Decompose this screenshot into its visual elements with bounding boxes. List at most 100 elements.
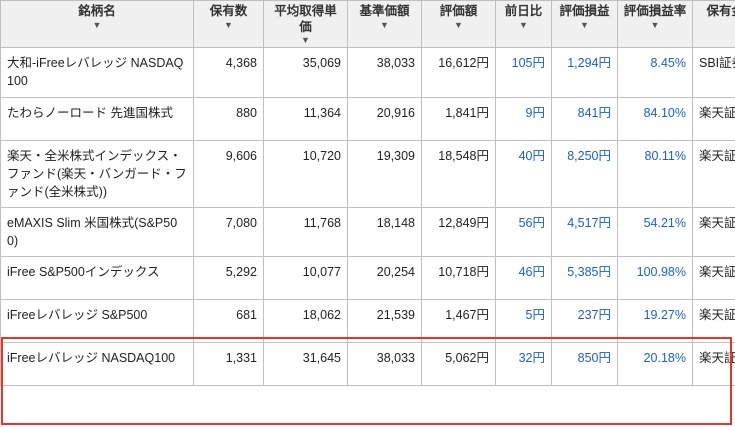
table-row: iFree S&P500インデックス 5,292 10,077 20,254 1…	[0, 256, 735, 301]
cell-institution: 楽天証券	[692, 299, 735, 344]
column-header-name[interactable]: 銘柄名 ▼	[0, 0, 194, 49]
cell-valuation: 1,467円	[421, 299, 496, 344]
cell-pl: 237円	[551, 299, 618, 344]
cell-day-change: 9円	[495, 96, 552, 141]
cell-institution: 楽天証券	[692, 96, 735, 141]
column-header-valuation-label: 評価額	[439, 4, 478, 18]
cell-name[interactable]: 楽天・全米株式インデックス・ファンド(楽天・バンガード・ファンド(全米株式))	[0, 139, 194, 208]
table-row: たわらノーロード 先進国株式 880 11,364 20,916 1,841円 …	[0, 96, 735, 141]
cell-base-price: 20,916	[347, 96, 422, 141]
cell-pl: 841円	[551, 96, 618, 141]
cell-name[interactable]: eMAXIS Slim 米国株式(S&P500)	[0, 206, 194, 258]
cell-institution: 楽天証券	[692, 206, 735, 258]
column-header-pl-rate-label: 評価損益率	[623, 4, 687, 18]
cell-day-change: 56円	[495, 206, 552, 258]
cell-name[interactable]: たわらノーロード 先進国株式	[0, 96, 194, 141]
cell-avg-price: 11,364	[263, 96, 348, 141]
column-header-avg-price[interactable]: 平均取得単価 ▼	[263, 0, 348, 49]
cell-pl: 5,385円	[551, 256, 618, 301]
column-header-name-label: 銘柄名	[78, 4, 116, 18]
cell-day-change: 32円	[495, 342, 552, 387]
cell-valuation: 5,062円	[421, 342, 496, 387]
sort-descending-icon[interactable]: ▼	[224, 19, 233, 30]
sort-descending-icon[interactable]: ▼	[380, 19, 389, 30]
cell-avg-price: 11,768	[263, 206, 348, 258]
cell-name[interactable]: iFree S&P500インデックス	[0, 256, 194, 301]
cell-shares: 880	[193, 96, 264, 141]
cell-pl: 4,517円	[551, 206, 618, 258]
cell-pl-rate: 80.11%	[617, 139, 693, 208]
sort-descending-icon[interactable]: ▼	[519, 19, 528, 30]
cell-pl-rate: 8.45%	[617, 47, 693, 98]
cell-pl-rate: 84.10%	[617, 96, 693, 141]
cell-base-price: 20,254	[347, 256, 422, 301]
table-row: eMAXIS Slim 米国株式(S&P500) 7,080 11,768 18…	[0, 206, 735, 258]
cell-name[interactable]: iFreeレバレッジ S&P500	[0, 299, 194, 344]
sort-descending-icon[interactable]: ▼	[454, 19, 463, 30]
cell-pl: 850円	[551, 342, 618, 387]
cell-valuation: 16,612円	[421, 47, 496, 98]
table-row: iFreeレバレッジ NASDAQ100 1,331 31,645 38,033…	[0, 342, 735, 387]
column-header-institution[interactable]: 保有金融機関 ▼	[692, 0, 735, 49]
cell-valuation: 12,849円	[421, 206, 496, 258]
cell-shares: 1,331	[193, 342, 264, 387]
cell-pl: 8,250円	[551, 139, 618, 208]
cell-base-price: 38,033	[347, 342, 422, 387]
cell-valuation: 18,548円	[421, 139, 496, 208]
cell-shares: 9,606	[193, 139, 264, 208]
cell-pl: 1,294円	[551, 47, 618, 98]
cell-institution: 楽天証券	[692, 139, 735, 208]
cell-base-price: 21,539	[347, 299, 422, 344]
cell-base-price: 19,309	[347, 139, 422, 208]
sort-descending-icon[interactable]: ▼	[650, 19, 660, 30]
cell-day-change: 40円	[495, 139, 552, 208]
cell-avg-price: 35,069	[263, 47, 348, 98]
column-header-pl-label: 評価損益	[559, 4, 610, 18]
cell-day-change: 46円	[495, 256, 552, 301]
cell-name[interactable]: 大和-iFreeレバレッジ NASDAQ100	[0, 47, 194, 98]
sort-descending-icon[interactable]: ▼	[580, 19, 589, 30]
holdings-table: 銘柄名 ▼ 保有数 ▼ 平均取得単価 ▼ 基準価額 ▼ 評価額 ▼	[0, 0, 735, 387]
cell-valuation: 10,718円	[421, 256, 496, 301]
column-header-pl-rate[interactable]: 評価損益率 ▼	[617, 0, 693, 49]
cell-shares: 7,080	[193, 206, 264, 258]
cell-institution: 楽天証券	[692, 342, 735, 387]
column-header-institution-label: 保有金融機関	[706, 4, 735, 18]
cell-pl-rate: 100.98%	[617, 256, 693, 301]
cell-day-change: 105円	[495, 47, 552, 98]
column-header-valuation[interactable]: 評価額 ▼	[421, 0, 496, 49]
cell-avg-price: 18,062	[263, 299, 348, 344]
cell-avg-price: 31,645	[263, 342, 348, 387]
cell-day-change: 5円	[495, 299, 552, 344]
cell-avg-price: 10,720	[263, 139, 348, 208]
column-header-day-change-label: 前日比	[504, 4, 543, 18]
cell-shares: 681	[193, 299, 264, 344]
cell-pl-rate: 20.18%	[617, 342, 693, 387]
cell-base-price: 38,033	[347, 47, 422, 98]
sort-descending-icon[interactable]: ▼	[698, 21, 735, 30]
column-header-pl[interactable]: 評価損益 ▼	[551, 0, 618, 49]
column-header-base-price-label: 基準価額	[359, 4, 410, 18]
table-row: 楽天・全米株式インデックス・ファンド(楽天・バンガード・ファンド(全米株式)) …	[0, 139, 735, 208]
cell-shares: 5,292	[193, 256, 264, 301]
cell-base-price: 18,148	[347, 206, 422, 258]
cell-institution: 楽天証券	[692, 256, 735, 301]
table-header-row: 銘柄名 ▼ 保有数 ▼ 平均取得単価 ▼ 基準価額 ▼ 評価額 ▼	[0, 0, 735, 49]
column-header-avg-price-label: 平均取得単価	[274, 4, 337, 34]
column-header-day-change[interactable]: 前日比 ▼	[495, 0, 552, 49]
column-header-shares-label: 保有数	[209, 4, 248, 18]
cell-avg-price: 10,077	[263, 256, 348, 301]
cell-pl-rate: 54.21%	[617, 206, 693, 258]
cell-pl-rate: 19.27%	[617, 299, 693, 344]
table-row: 大和-iFreeレバレッジ NASDAQ100 4,368 35,069 38,…	[0, 47, 735, 98]
cell-institution: SBI証券	[692, 47, 735, 98]
column-header-base-price[interactable]: 基準価額 ▼	[347, 0, 422, 49]
cell-shares: 4,368	[193, 47, 264, 98]
column-header-shares[interactable]: 保有数 ▼	[193, 0, 264, 49]
sort-descending-icon[interactable]: ▼	[92, 19, 102, 30]
cell-valuation: 1,841円	[421, 96, 496, 141]
cell-name[interactable]: iFreeレバレッジ NASDAQ100	[0, 342, 194, 387]
sort-descending-icon[interactable]: ▼	[301, 35, 310, 46]
table-row: iFreeレバレッジ S&P500 681 18,062 21,539 1,46…	[0, 299, 735, 344]
